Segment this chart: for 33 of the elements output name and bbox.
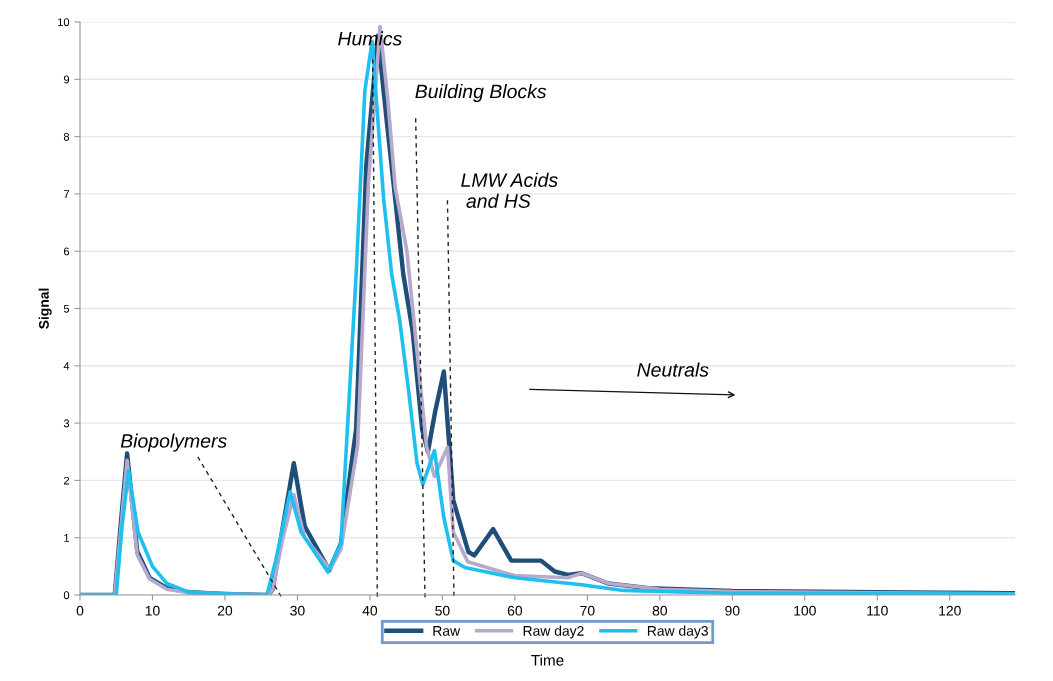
x-tick-label: 120 <box>939 605 961 616</box>
y-tick-label: 5 <box>63 304 70 313</box>
x-tick-label: 80 <box>652 605 668 616</box>
x-tick-label: 100 <box>794 605 816 616</box>
x-tick-label: 30 <box>290 605 305 616</box>
y-tick-label: 4 <box>63 362 70 370</box>
legend-label: Raw day2 <box>523 625 584 639</box>
x-tick-label: 60 <box>507 605 523 616</box>
x-tick-label: 40 <box>362 605 378 616</box>
y-axis-title: Signal <box>38 288 52 329</box>
x-tick-label: 90 <box>725 605 740 616</box>
x-tick-label: 50 <box>435 605 450 616</box>
x-tick-label: 70 <box>580 605 595 616</box>
y-tick-label: 10 <box>58 18 70 27</box>
legend-label: Raw <box>433 626 461 636</box>
annotation: Neutrals <box>637 362 709 377</box>
annotation: Building Blocks <box>415 83 547 103</box>
annotation: LMW Acids and HS <box>461 172 558 208</box>
x-tick-label: 10 <box>145 605 160 616</box>
y-tick-label: 8 <box>63 132 70 141</box>
x-tick-label: 110 <box>867 605 888 616</box>
annotation: Biopolymers <box>120 433 227 452</box>
y-tick-label: 6 <box>63 247 70 256</box>
y-tick-label: 9 <box>63 75 70 84</box>
y-tick-label: 0 <box>63 591 70 600</box>
x-tick-label: 20 <box>217 605 233 616</box>
legend-label: Raw day3 <box>647 625 708 639</box>
y-tick-label: 2 <box>63 476 70 485</box>
x-tick-label: 0 <box>76 605 84 616</box>
y-tick-label: 1 <box>64 534 70 542</box>
y-tick-label: 3 <box>63 419 70 428</box>
x-axis-title: Time <box>531 654 564 666</box>
y-tick-label: 7 <box>63 190 70 198</box>
